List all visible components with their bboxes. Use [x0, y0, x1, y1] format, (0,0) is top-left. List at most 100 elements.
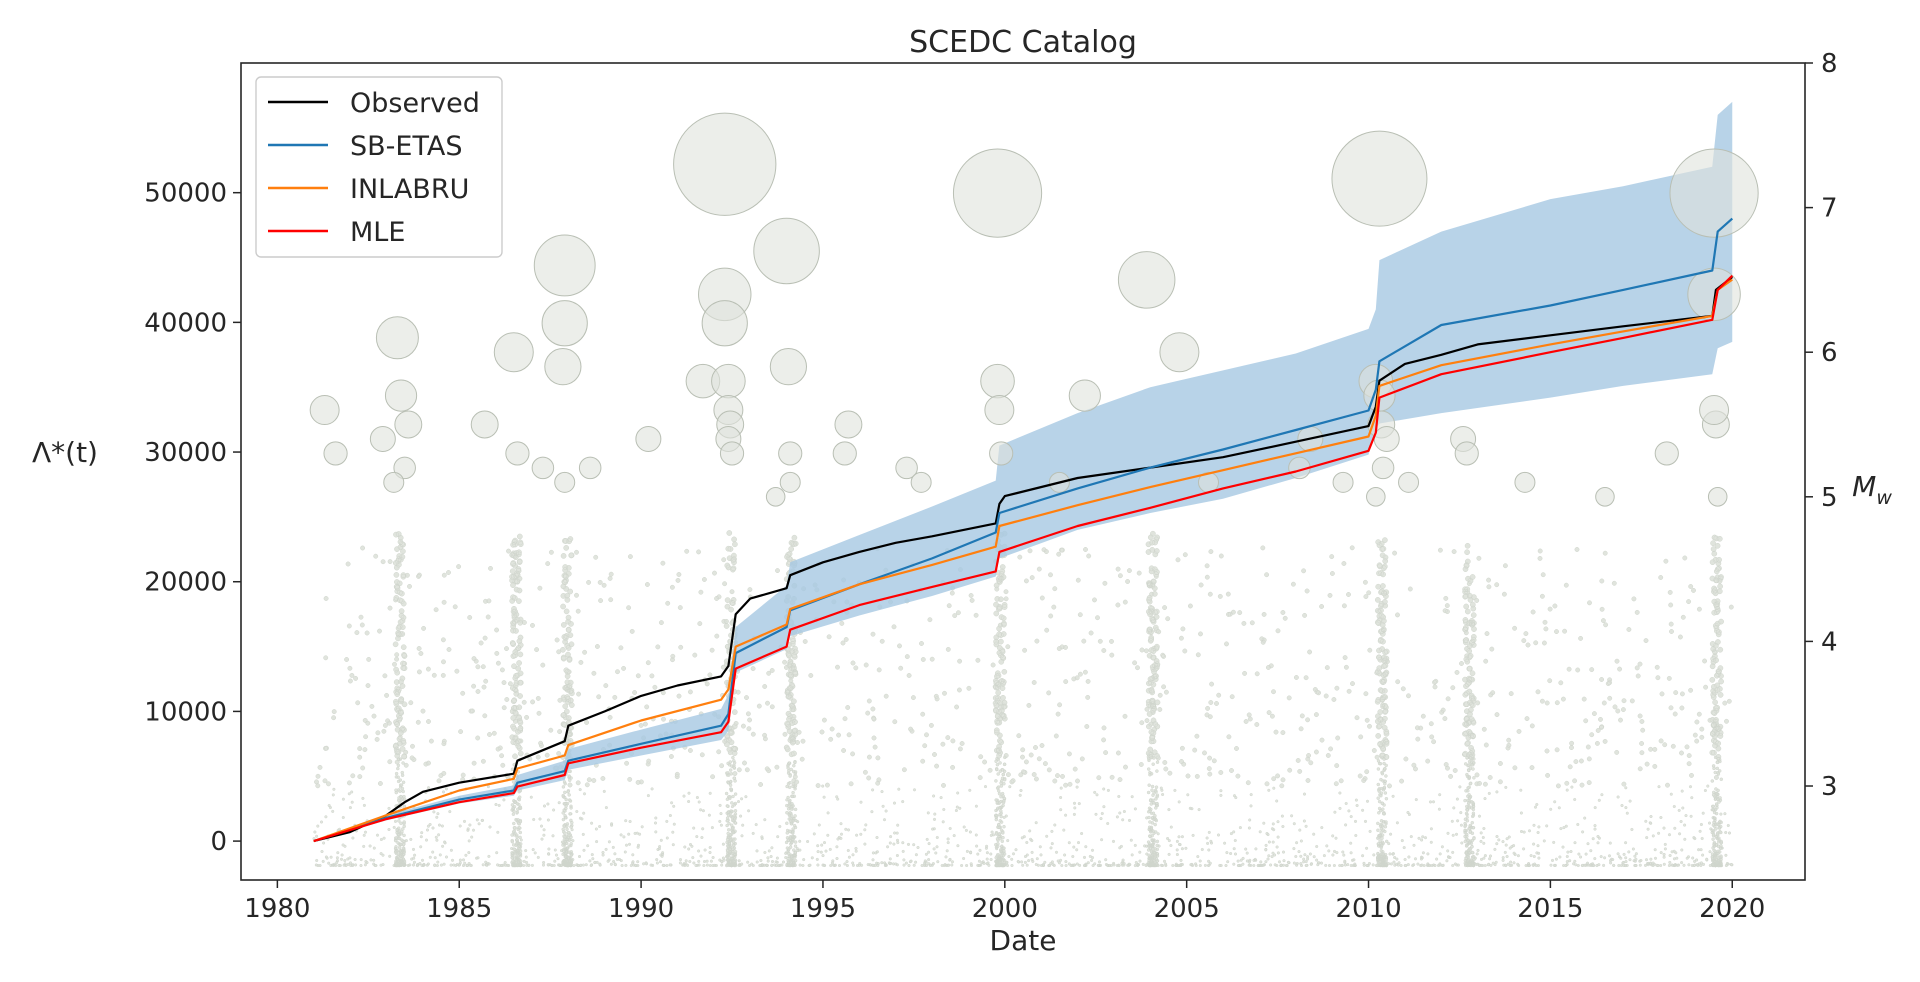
- quake-bubble: [1117, 251, 1176, 309]
- quake-bubble: [719, 441, 745, 466]
- quake-bubble: [375, 316, 419, 360]
- quake-bubble: [533, 234, 596, 297]
- quake-bubble: [1371, 456, 1395, 480]
- y2-tick-label: 8: [1821, 49, 1838, 79]
- quake-bubble: [1454, 441, 1479, 466]
- y2-tick-label: 6: [1821, 338, 1838, 368]
- series-line-sbetas: [313, 217, 1734, 843]
- series-line-inlabru: [313, 278, 1733, 843]
- series-line-mle: [313, 274, 1734, 843]
- quake-bubble: [989, 441, 1014, 466]
- legend-box: [255, 76, 503, 258]
- x-tick-label: 2020: [1699, 894, 1765, 924]
- x-tick-label: 2005: [1154, 894, 1220, 924]
- quake-bubble: [1373, 425, 1400, 452]
- x-tick-label: 2010: [1335, 894, 1401, 924]
- legend-label-sbetas: SB-ETAS: [350, 131, 462, 162]
- quake-bubble: [980, 363, 1015, 399]
- quake-bubble: [778, 441, 803, 466]
- x-tick-label: 1985: [426, 894, 492, 924]
- quake-bubble: [984, 395, 1015, 426]
- quake-bubble: [1398, 471, 1420, 493]
- quake-bubble: [394, 410, 423, 439]
- quake-bubble: [701, 300, 748, 347]
- small-quake-dots: [312, 530, 1734, 868]
- quake-bubble: [673, 112, 777, 216]
- large-quake-scatter: [309, 112, 1759, 507]
- quake-bubble: [895, 456, 918, 480]
- quake-bubble: [309, 395, 340, 426]
- quake-bubble: [383, 471, 405, 493]
- quake-bubble: [635, 425, 662, 452]
- quake-bubble: [769, 348, 808, 386]
- quake-bubble: [578, 456, 602, 480]
- quake-bubble: [393, 456, 416, 480]
- quake-bubble: [1366, 487, 1386, 507]
- small-quake-scatter: [312, 530, 1734, 868]
- quake-bubble: [544, 348, 582, 386]
- quake-bubble: [910, 471, 932, 493]
- quake-bubble: [832, 441, 857, 466]
- y2-axis-title: Mw: [1852, 470, 1892, 509]
- sbetas-interval-band: [313, 101, 1733, 842]
- quake-bubble: [952, 148, 1043, 238]
- quake-bubble: [493, 332, 534, 373]
- plot-area: [309, 101, 1759, 868]
- quake-bubble: [1699, 395, 1730, 426]
- quake-bubble: [470, 410, 499, 439]
- y-tick-label: 40000: [144, 308, 227, 338]
- y-tick-label: 20000: [144, 568, 227, 598]
- quake-bubble: [765, 487, 786, 507]
- y-axis-right: 3 4 5 6 7 8: [1805, 49, 1838, 802]
- quake-bubble: [1654, 441, 1679, 466]
- quake-bubble: [505, 441, 530, 466]
- x-tick-label: 2000: [972, 894, 1038, 924]
- quake-bubble: [541, 300, 588, 347]
- quake-bubble: [1332, 471, 1354, 493]
- x-tick-label: 1980: [244, 894, 310, 924]
- quake-bubble: [1669, 148, 1759, 238]
- series-lines: [313, 217, 1734, 843]
- quake-bubble: [1514, 471, 1536, 493]
- plot-frame: [240, 62, 1806, 881]
- quake-bubble: [834, 410, 863, 439]
- quake-bubble: [753, 217, 820, 285]
- quake-bubble: [1331, 130, 1428, 227]
- x-tick-label: 1990: [608, 894, 674, 924]
- y2-tick-label: 4: [1821, 627, 1838, 657]
- y-tick-label: 0: [210, 827, 227, 857]
- x-tick-label: 1995: [790, 894, 856, 924]
- legend-label-observed: Observed: [350, 88, 480, 119]
- y-tick-label: 10000: [144, 697, 227, 727]
- y2-axis-title-subscript: w: [1876, 487, 1892, 509]
- quake-bubble: [369, 425, 396, 452]
- sbetas-interval-layer: [313, 101, 1733, 842]
- y2-tick-label: 3: [1821, 772, 1838, 802]
- quake-bubble: [1068, 379, 1101, 412]
- quake-bubble: [384, 379, 418, 412]
- y-tick-label: 30000: [144, 438, 227, 468]
- quake-bubble: [531, 456, 555, 480]
- series-line-observed: [313, 276, 1733, 843]
- quake-bubble: [1159, 332, 1200, 373]
- quake-bubble: [711, 363, 746, 399]
- chart-title: SCEDC Catalog: [909, 25, 1137, 60]
- y-axis-title: Λ*(t): [32, 436, 98, 469]
- legend-label-inlabru: INLABRU: [350, 174, 469, 205]
- y-axis-left: 0 10000 20000 30000 40000 50000: [144, 179, 241, 857]
- legend-label-mle: MLE: [350, 217, 405, 248]
- y-tick-label: 50000: [144, 179, 227, 209]
- legend: Observed SB-ETAS INLABRU MLE: [255, 76, 503, 258]
- quake-bubble: [1707, 487, 1728, 507]
- x-axis-title: Date: [990, 924, 1057, 957]
- y2-tick-label: 5: [1821, 483, 1838, 513]
- quake-bubble: [779, 471, 801, 493]
- x-tick-label: 2015: [1517, 894, 1583, 924]
- quake-bubble: [554, 471, 576, 493]
- quake-bubble: [323, 441, 348, 466]
- quake-bubble: [1595, 487, 1615, 507]
- x-axis: 1980 1985 1990 1995 2000 2005 2010 2015 2020: [244, 880, 1765, 924]
- y2-tick-label: 7: [1821, 194, 1838, 224]
- y2-axis-title-main: M: [1852, 470, 1876, 503]
